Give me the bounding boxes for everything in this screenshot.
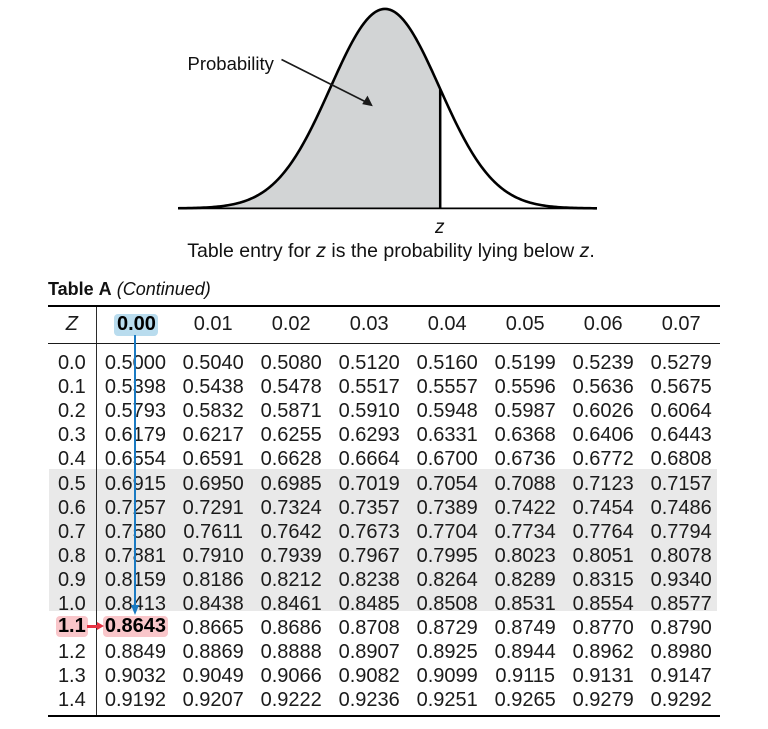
svg-text:z: z: [434, 217, 445, 238]
svg-text:Probability: Probability: [188, 53, 275, 74]
